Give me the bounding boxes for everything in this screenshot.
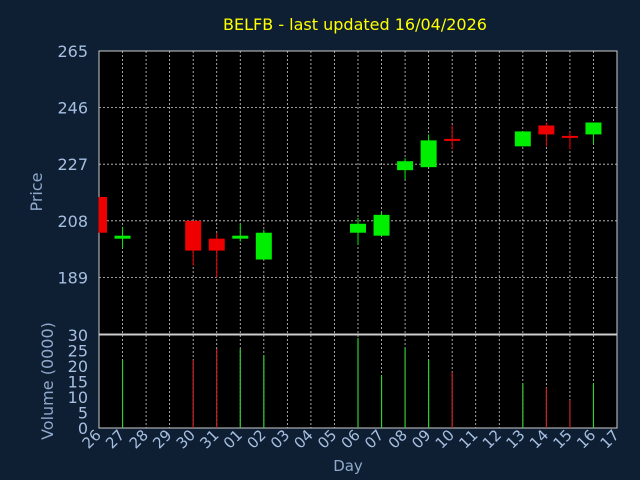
price-y-tick-label: 208 [57, 212, 88, 231]
price-y-tick-label: 246 [57, 99, 88, 118]
x-tick-label: 05 [314, 426, 340, 452]
candle-31 [208, 232, 225, 278]
candle-body [514, 131, 531, 147]
candle-body [538, 125, 555, 135]
x-tick-label: 04 [291, 426, 317, 452]
x-tick-label: 15 [550, 426, 576, 452]
candle-body [397, 161, 414, 171]
candle-30 [185, 220, 202, 266]
volume-axis-label: Volume (0000) [38, 322, 57, 440]
volume-y-tick-label: 25 [68, 342, 88, 361]
x-tick-label: 10 [432, 426, 458, 452]
x-tick-label: 17 [597, 426, 623, 452]
candle-26 [98, 196, 107, 233]
x-tick-label: 02 [243, 426, 269, 452]
volume-y-tick-label: 10 [68, 388, 88, 407]
candle-15 [561, 131, 578, 150]
x-tick-label: 07 [361, 426, 387, 452]
price-y-tick-label: 189 [57, 268, 88, 287]
candle-14 [538, 122, 555, 147]
volume-series [121, 338, 595, 428]
x-tick-labels: 2627282930310102030405060708091011121314… [79, 426, 623, 452]
x-tick-label: 30 [173, 426, 199, 452]
x-axis-label: Day [333, 457, 363, 475]
candle-13 [514, 131, 531, 147]
volume-y-tick-label: 20 [68, 357, 88, 376]
candle-body [114, 235, 131, 239]
x-tick-label: 11 [455, 426, 481, 452]
candle-01 [232, 223, 249, 242]
candle-09 [420, 134, 437, 168]
candle-body [208, 238, 225, 251]
volume-y-tick-label: 5 [78, 404, 88, 423]
x-tick-label: 28 [126, 426, 152, 452]
candlestick-series [98, 122, 602, 278]
x-tick-label: 12 [479, 426, 505, 452]
x-tick-label: 16 [573, 426, 599, 452]
price-y-tick-label: 227 [57, 155, 88, 174]
candle-10 [444, 125, 461, 150]
candle-02 [255, 229, 272, 260]
candle-body [232, 235, 249, 239]
volume-y-tick-label: 30 [68, 326, 88, 345]
x-tick-label: 06 [338, 426, 364, 452]
candle-08 [397, 158, 414, 180]
candle-body [561, 135, 578, 138]
price-gridlines [99, 51, 617, 334]
price-y-tick-label: 265 [57, 42, 88, 61]
candle-body [373, 214, 390, 236]
candle-body [255, 232, 272, 260]
candle-body [420, 140, 437, 168]
chart-title: BELFB - last updated 16/04/2026 [223, 15, 487, 34]
candle-06 [350, 217, 366, 245]
candle-body [99, 196, 107, 233]
candle-body [350, 223, 366, 233]
price-axis-label: Price [27, 172, 46, 211]
candle-27 [114, 226, 131, 248]
candle-07 [373, 211, 390, 236]
candle-16 [585, 122, 602, 144]
candle-body [585, 122, 602, 135]
x-tick-label: 03 [267, 426, 293, 452]
candle-body [444, 138, 461, 141]
x-tick-label: 09 [408, 426, 434, 452]
volume-y-tick-label: 0 [78, 419, 88, 438]
candle-body [185, 220, 202, 251]
price-y-tick-labels: 189 208 227 246 265 [57, 42, 88, 287]
x-tick-label: 13 [502, 426, 528, 452]
x-tick-label: 27 [102, 426, 128, 452]
x-tick-label: 31 [196, 426, 222, 452]
volume-y-tick-label: 15 [68, 373, 88, 392]
x-tick-label: 14 [526, 426, 552, 452]
x-tick-label: 29 [149, 426, 175, 452]
x-tick-label: 01 [220, 426, 246, 452]
x-tick-label: 08 [385, 426, 411, 452]
